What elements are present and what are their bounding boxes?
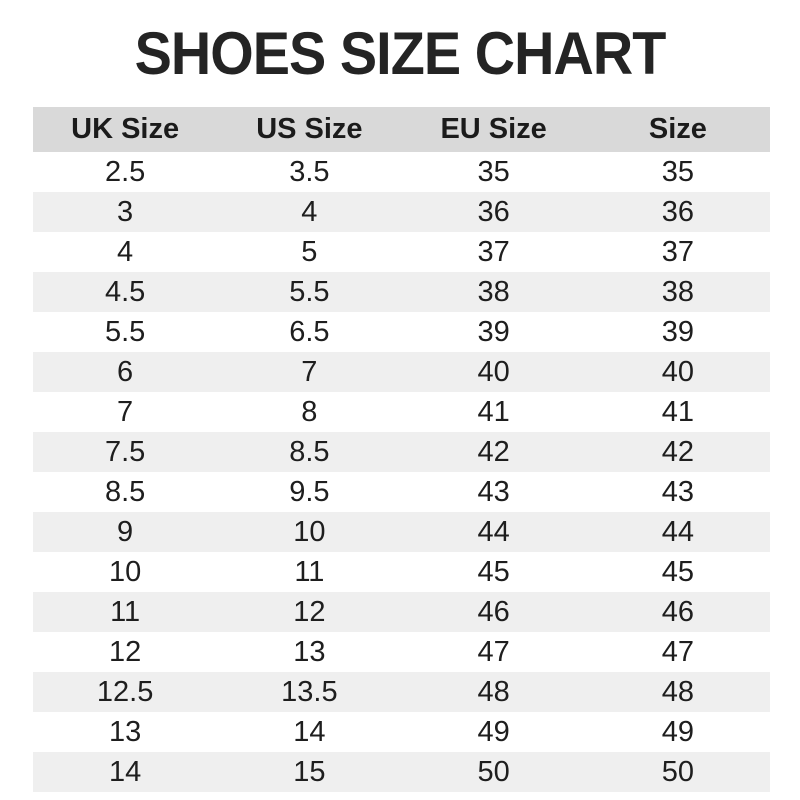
cell-uk-size: 9 <box>117 515 134 548</box>
table-row: 2.5 3.5 35 35 <box>33 152 770 192</box>
cell-us-size: 13.5 <box>281 675 338 708</box>
cell-eu-size: 49 <box>477 715 510 748</box>
cell-size: 40 <box>661 355 694 388</box>
cell-us-size: 7 <box>301 355 318 388</box>
cell-size: 46 <box>661 595 694 628</box>
cell-uk-size: 10 <box>108 555 142 588</box>
cell-size: 48 <box>661 675 694 708</box>
cell-size: 47 <box>661 635 694 668</box>
cell-uk-size: 3 <box>117 195 134 228</box>
cell-us-size: 3.5 <box>289 155 330 188</box>
cell-uk-size: 4.5 <box>104 275 146 308</box>
table-row: 6 7 40 40 <box>33 352 770 392</box>
cell-uk-size: 2.5 <box>104 155 146 188</box>
cell-eu-size: 36 <box>477 195 510 228</box>
cell-uk-size: 12 <box>108 635 142 668</box>
cell-us-size: 5.5 <box>289 275 330 308</box>
table-row: 10 11 45 45 <box>33 552 770 592</box>
table-row: 12.5 13.5 48 48 <box>33 672 770 712</box>
table-row: 12 13 47 47 <box>33 632 770 672</box>
cell-uk-size: 6 <box>117 355 134 388</box>
cell-uk-size: 12.5 <box>96 675 154 708</box>
cell-eu-size: 38 <box>477 275 510 308</box>
cell-size: 45 <box>661 555 694 588</box>
cell-size: 42 <box>661 435 694 468</box>
cell-eu-size: 40 <box>477 355 510 388</box>
cell-size: 35 <box>661 155 694 188</box>
cell-eu-size: 37 <box>477 235 510 268</box>
cell-us-size: 13 <box>293 635 326 668</box>
cell-eu-size: 41 <box>477 395 510 428</box>
table-row: 3 4 36 36 <box>33 192 770 232</box>
cell-size: 36 <box>661 195 694 228</box>
cell-size: 44 <box>661 515 694 548</box>
table-row: 9 10 44 44 <box>33 512 770 552</box>
cell-eu-size: 44 <box>477 515 510 548</box>
table-row: 11 12 46 46 <box>33 592 770 632</box>
table-row: 7 8 41 41 <box>33 392 770 432</box>
cell-uk-size: 14 <box>108 755 142 788</box>
cell-us-size: 9.5 <box>289 475 330 508</box>
cell-eu-size: 35 <box>477 155 510 188</box>
cell-size: 49 <box>661 715 694 748</box>
cell-eu-size: 47 <box>477 635 510 668</box>
cell-us-size: 6.5 <box>289 315 330 348</box>
cell-size: 41 <box>661 395 694 428</box>
header-cell-size: Size <box>648 113 707 145</box>
table-header-row: UK Size US Size EU Size Size <box>33 107 770 152</box>
cell-us-size: 12 <box>293 595 326 628</box>
cell-size: 37 <box>661 235 694 268</box>
cell-eu-size: 48 <box>477 675 510 708</box>
cell-us-size: 14 <box>293 715 326 748</box>
cell-eu-size: 39 <box>477 315 510 348</box>
header-cell-uk-size: UK Size <box>71 113 180 145</box>
cell-us-size: 8 <box>301 395 318 428</box>
cell-uk-size: 13 <box>108 715 142 748</box>
table-row: 4.5 5.5 38 38 <box>33 272 770 312</box>
cell-size: 50 <box>661 755 694 788</box>
cell-us-size: 4 <box>301 195 318 228</box>
cell-eu-size: 46 <box>477 595 510 628</box>
cell-eu-size: 42 <box>477 435 510 468</box>
table-row: 5.5 6.5 39 39 <box>33 312 770 352</box>
cell-us-size: 15 <box>293 755 326 788</box>
cell-us-size: 5 <box>301 235 318 268</box>
cell-uk-size: 5.5 <box>104 315 146 348</box>
table-row: 8.5 9.5 43 43 <box>33 472 770 512</box>
cell-uk-size: 4 <box>117 235 134 268</box>
cell-uk-size: 8.5 <box>104 475 146 508</box>
cell-uk-size: 7.5 <box>104 435 146 468</box>
header-cell-us-size: US Size <box>256 113 363 145</box>
header-cell-eu-size: EU Size <box>440 113 547 145</box>
cell-size: 38 <box>661 275 694 308</box>
size-chart-table: UK Size US Size EU Size Size 2.5 3.5 35 … <box>33 107 770 792</box>
table-body: 2.5 3.5 35 35 3 4 36 36 4 5 37 37 4.5 5.… <box>33 152 770 792</box>
cell-us-size: 10 <box>293 515 326 548</box>
page-title: SHOES SIZE CHART <box>134 20 667 87</box>
cell-eu-size: 50 <box>477 755 510 788</box>
table-row: 7.5 8.5 42 42 <box>33 432 770 472</box>
cell-us-size: 11 <box>294 555 325 588</box>
cell-uk-size: 7 <box>117 395 134 428</box>
cell-uk-size: 11 <box>110 595 141 628</box>
cell-size: 39 <box>661 315 694 348</box>
cell-us-size: 8.5 <box>289 435 330 468</box>
cell-eu-size: 43 <box>477 475 510 508</box>
table-row: 14 15 50 50 <box>33 752 770 792</box>
cell-size: 43 <box>661 475 694 508</box>
table-row: 13 14 49 49 <box>33 712 770 752</box>
cell-eu-size: 45 <box>477 555 510 588</box>
table-row: 4 5 37 37 <box>33 232 770 272</box>
